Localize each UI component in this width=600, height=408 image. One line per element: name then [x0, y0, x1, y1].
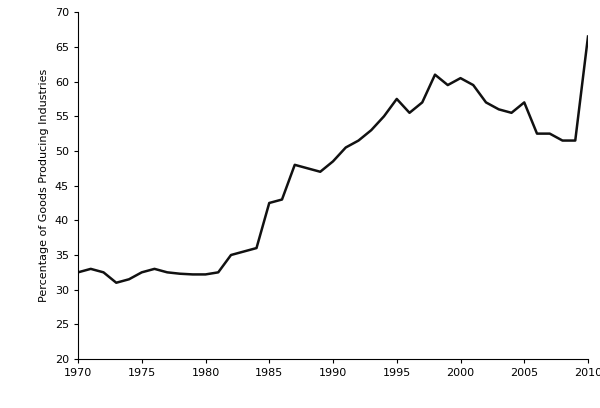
Y-axis label: Percentage of Goods Producing Industries: Percentage of Goods Producing Industries [39, 69, 49, 302]
